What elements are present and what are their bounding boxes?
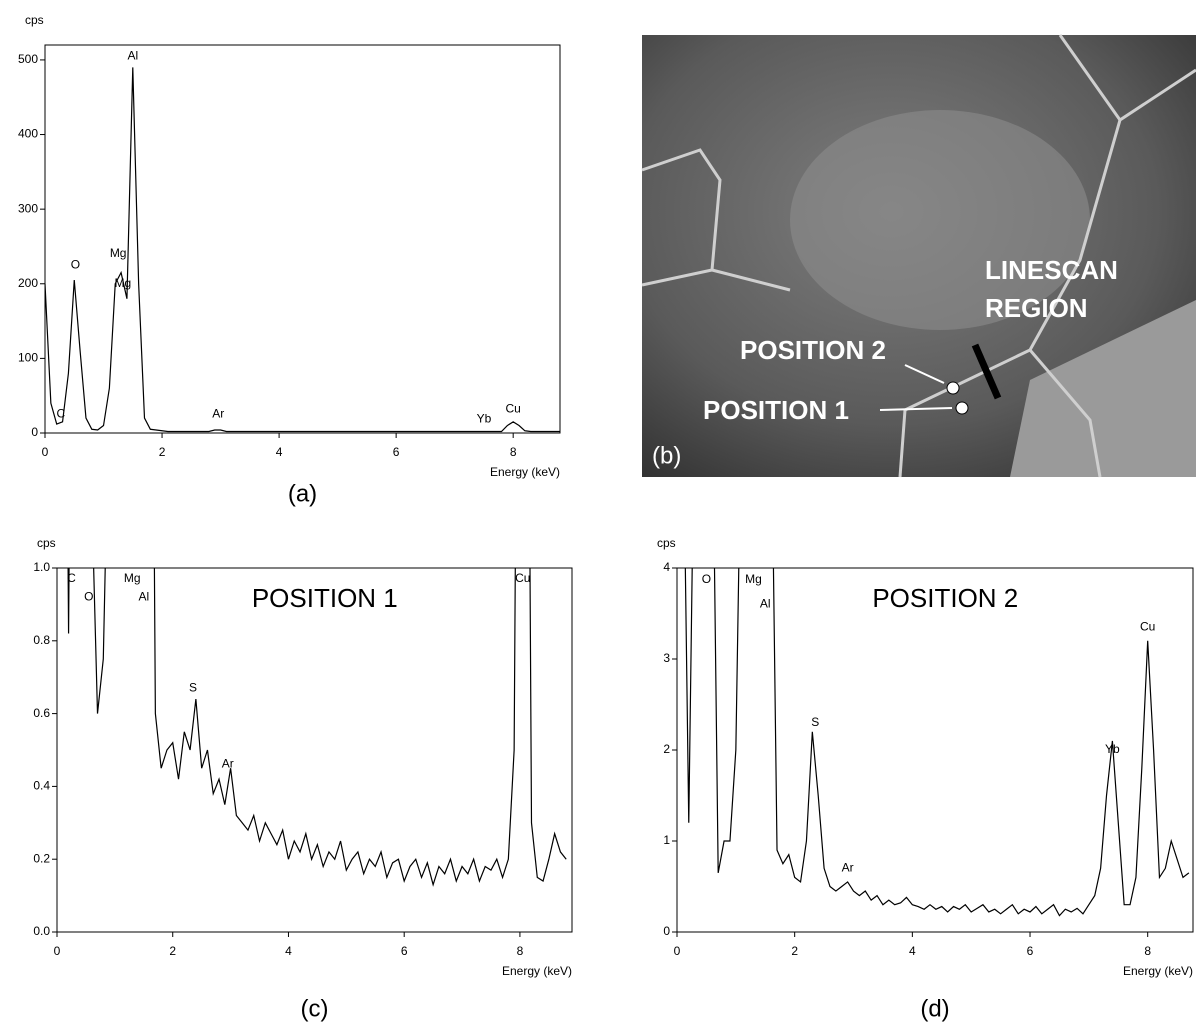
x-tick-label: 2 [169, 944, 176, 958]
y-tick-label: 3 [663, 651, 670, 665]
micrograph-panel: LINESCAN REGION POSITION 2 POSITION 1 (b… [641, 34, 1196, 478]
peak-label: Mg [745, 572, 762, 586]
x-tick-label: 4 [285, 944, 292, 958]
spectrum-line [45, 67, 560, 433]
peak-label: Ar [212, 407, 224, 421]
peak-label: Al [127, 48, 138, 62]
y-tick-label: 200 [18, 276, 38, 290]
position-2-marker [946, 381, 960, 395]
spectrum-line [67, 568, 567, 887]
grain-texture [790, 110, 1090, 330]
peak-label: Cu [506, 401, 521, 415]
y-axis-label: cps [25, 13, 44, 27]
x-axis-label: Energy (keV) [502, 964, 572, 978]
y-axis-label: cps [37, 536, 56, 550]
chart-title: POSITION 2 [872, 583, 1018, 613]
x-tick-label: 8 [1144, 944, 1151, 958]
peak-label: Al [760, 597, 771, 611]
peak-label: Al [138, 589, 149, 603]
y-tick-label: 0 [663, 924, 670, 938]
x-tick-label: 8 [510, 445, 517, 459]
y-tick-label: 0.4 [33, 779, 50, 793]
peak-label: Ar [842, 860, 854, 874]
peak-label: O [84, 589, 93, 603]
region-label: REGION [985, 293, 1088, 323]
x-tick-label: 8 [517, 944, 524, 958]
y-tick-label: 400 [18, 127, 38, 141]
peak-label: Cu [515, 571, 530, 585]
y-tick-label: 0 [31, 425, 38, 439]
peak-label: S [811, 715, 819, 729]
x-tick-label: 2 [159, 445, 166, 459]
x-tick-label: 0 [42, 445, 49, 459]
x-tick-label: 6 [1027, 944, 1034, 958]
linescan-marker [971, 343, 1002, 400]
plot-frame [56, 567, 573, 933]
y-tick-label: 0.6 [33, 706, 50, 720]
peak-label: O [702, 572, 711, 586]
peak-label: Yb [1105, 742, 1120, 756]
panel-caption: (b) [652, 442, 681, 469]
peak-label: S [189, 680, 197, 694]
peak-label: O [71, 257, 80, 271]
peak-label: Mg [124, 571, 141, 585]
y-tick-label: 4 [663, 560, 670, 574]
x-tick-label: 0 [674, 944, 681, 958]
x-axis-label: Energy (keV) [1123, 964, 1193, 978]
panel-caption: (a) [288, 480, 317, 507]
x-axis-label: Energy (keV) [490, 465, 560, 479]
x-tick-label: 4 [909, 944, 916, 958]
peak-label: C [67, 571, 76, 585]
y-tick-label: 500 [18, 52, 38, 66]
y-tick-label: 300 [18, 201, 38, 215]
chart-title: POSITION 1 [252, 583, 398, 613]
peak-label: Mg [114, 276, 131, 290]
x-tick-label: 6 [393, 445, 400, 459]
y-tick-label: 0.2 [33, 851, 50, 865]
arrow [904, 364, 945, 384]
y-tick-label: 2 [663, 742, 670, 756]
panel-caption: (c) [301, 995, 329, 1022]
peak-label: C [56, 407, 65, 421]
position-1-marker [955, 401, 969, 415]
grain [1010, 300, 1196, 477]
panel-caption: (d) [920, 995, 949, 1022]
plot-frame [44, 44, 561, 434]
peak-label: Ar [222, 757, 234, 771]
y-axis-label: cps [657, 536, 676, 550]
y-tick-label: 1.0 [33, 560, 50, 574]
y-tick-label: 1 [663, 833, 670, 847]
x-tick-label: 2 [791, 944, 798, 958]
spectrum-line [684, 568, 1190, 917]
position-label: POSITION 2 [740, 335, 886, 365]
x-tick-label: 4 [276, 445, 283, 459]
arrow [879, 407, 953, 411]
y-tick-label: 0.0 [33, 924, 50, 938]
x-tick-label: 6 [401, 944, 408, 958]
position-label: POSITION 1 [703, 395, 849, 425]
y-tick-label: 100 [18, 351, 38, 365]
peak-label: Mg [110, 246, 127, 260]
region-label: LINESCAN [985, 255, 1118, 285]
x-tick-label: 0 [54, 944, 61, 958]
peak-label: Cu [1140, 619, 1155, 633]
y-tick-label: 0.8 [33, 633, 50, 647]
peak-label: Yb [477, 412, 492, 426]
